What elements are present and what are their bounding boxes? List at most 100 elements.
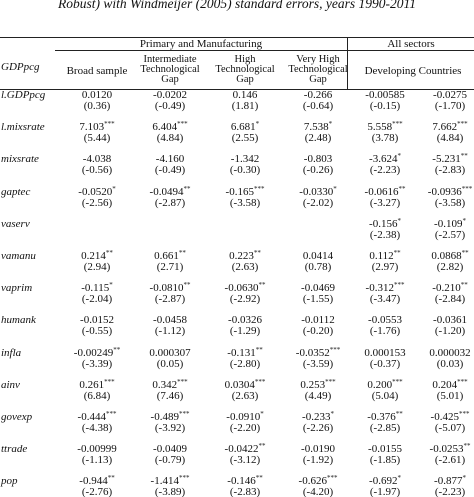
t-statistic: (2.71) <box>156 261 184 273</box>
coefficient-value: 7.662 <box>432 121 458 134</box>
coefficient-value: -0.0112 <box>301 314 335 327</box>
coefficient: 0.146 <box>205 90 285 101</box>
coefficient: -0.00585 <box>345 90 425 101</box>
significance-stars: * <box>397 216 401 225</box>
t-statistic: (-0.64) <box>302 100 334 112</box>
t-statistic: (-3.27) <box>369 196 401 209</box>
coefficient-value: -1.342 <box>230 153 260 166</box>
t-statistic: (2.82) <box>436 261 464 273</box>
coefficient-value: 0.204 <box>432 378 458 391</box>
coefficient-value: -0.0630 <box>224 282 259 295</box>
coefficient-value: 0.261 <box>79 378 105 391</box>
t-statistic: (2.94) <box>83 261 111 273</box>
coefficient: 0.0868** <box>410 250 474 262</box>
coefficient: -0.0810** <box>130 281 210 294</box>
significance-stars: * <box>112 184 116 193</box>
coefficient-value: -0.210 <box>432 282 461 295</box>
t-statistic: (-2.23) <box>434 486 466 497</box>
t-statistic: (6.84) <box>83 389 111 402</box>
coefficient-value: 0.0868 <box>431 250 462 262</box>
significance-stars: ** <box>463 442 471 451</box>
coefficient: 7.538* <box>278 120 358 134</box>
coefficient: -0.312*** <box>345 282 425 295</box>
coefficient: -0.165*** <box>205 184 285 198</box>
significance-stars: ** <box>113 345 121 354</box>
t-statistic: (-0.20) <box>302 325 334 338</box>
t-statistic: (-2.23) <box>369 164 401 177</box>
coefficient-value: 0.214 <box>81 250 106 262</box>
coefficient: 0.0304*** <box>205 377 285 391</box>
coefficient-value: -0.0330 <box>299 185 334 198</box>
coefficient-value: -0.0910 <box>226 411 261 423</box>
coefficient-value: -0.425 <box>430 411 459 423</box>
variable-label: ainv <box>1 378 20 391</box>
coefficient-value: -0.0494 <box>149 185 184 198</box>
coefficient: -0.156* <box>345 216 425 230</box>
coefficient-value: -0.0616 <box>364 185 399 198</box>
variable-label: vaserv <box>1 217 30 230</box>
significance-stars: ** <box>395 410 403 418</box>
t-statistic: (1.81) <box>231 100 259 112</box>
t-statistic: (-2.85) <box>369 422 401 434</box>
significance-stars: *** <box>253 184 265 193</box>
t-statistic: (-0.56) <box>81 164 113 177</box>
t-statistic: (-2.87) <box>154 293 186 306</box>
significance-stars: * <box>462 474 466 483</box>
coefficient-value: -0.0520 <box>78 185 113 198</box>
coefficient: -0.0936*** <box>410 185 474 198</box>
significance-stars: *** <box>254 377 266 386</box>
coefficient: -0.00999 <box>57 444 137 455</box>
t-statistic: (-3.92) <box>154 422 186 434</box>
coefficient: 0.0120 <box>57 90 137 101</box>
t-statistic: (-2.80) <box>229 357 261 370</box>
coefficient-value: -0.877 <box>434 475 463 488</box>
t-statistic: (2.55) <box>231 132 259 145</box>
coefficient-value: -0.312 <box>365 282 394 295</box>
significance-stars: * <box>328 120 333 129</box>
significance-stars: *** <box>178 410 190 418</box>
t-statistic: (-4.20) <box>302 486 334 497</box>
t-statistic: (-2.83) <box>434 164 466 177</box>
coefficient-value: -0.0553 <box>368 314 402 327</box>
coefficient-value: 0.0414 <box>302 250 334 262</box>
coefficient: 0.112** <box>345 250 425 262</box>
coefficient-value: -0.0326 <box>228 314 262 327</box>
significance-stars: ** <box>460 281 468 290</box>
coefficient-value: 5.558 <box>367 121 393 134</box>
coefficient: -3.624* <box>345 153 425 165</box>
t-statistic: (-2.92) <box>229 293 261 306</box>
significance-stars: ** <box>178 249 186 257</box>
coefficient: -0.266 <box>278 90 358 101</box>
significance-stars: *** <box>458 410 470 418</box>
t-statistic: (-2.87) <box>154 196 186 209</box>
coefficient: -0.877* <box>410 474 474 488</box>
rule <box>0 37 474 38</box>
coefficient-value: -0.0190 <box>301 443 335 456</box>
significance-stars: *** <box>457 377 468 386</box>
dependent-variable: GDPpcg <box>1 61 40 73</box>
coefficient: -0.0253** <box>410 442 474 455</box>
coefficient-value: -5.231 <box>432 153 461 166</box>
coefficient: -0.109* <box>410 217 474 230</box>
t-statistic: (-0.49) <box>154 100 186 112</box>
coefficient: -1.414*** <box>130 475 210 487</box>
coefficient: -0.0469 <box>278 283 358 294</box>
significance-stars: ** <box>183 281 191 290</box>
significance-stars: *** <box>392 377 403 386</box>
coefficient-value: 7.538 <box>303 121 329 134</box>
coefficient-value: 0.200 <box>367 378 393 391</box>
coefficient-value: -0.165 <box>225 185 254 198</box>
coefficient: -0.376** <box>345 410 425 423</box>
variable-label: mixsrate <box>1 153 39 166</box>
coefficient-value: -0.0409 <box>153 443 187 456</box>
significance-stars: * <box>333 184 337 193</box>
coefficient: -0.0190 <box>278 444 358 455</box>
coefficient: -0.0330* <box>278 184 358 198</box>
coefficient-value: -0.0275 <box>433 89 467 101</box>
t-statistic: (-1.55) <box>302 293 334 306</box>
coefficient: -0.210** <box>410 281 474 295</box>
coefficient: 0.200*** <box>345 377 425 391</box>
t-statistic: (-5.07) <box>434 422 466 434</box>
significance-stars: ** <box>258 281 266 290</box>
t-statistic: (5.01) <box>436 389 464 402</box>
